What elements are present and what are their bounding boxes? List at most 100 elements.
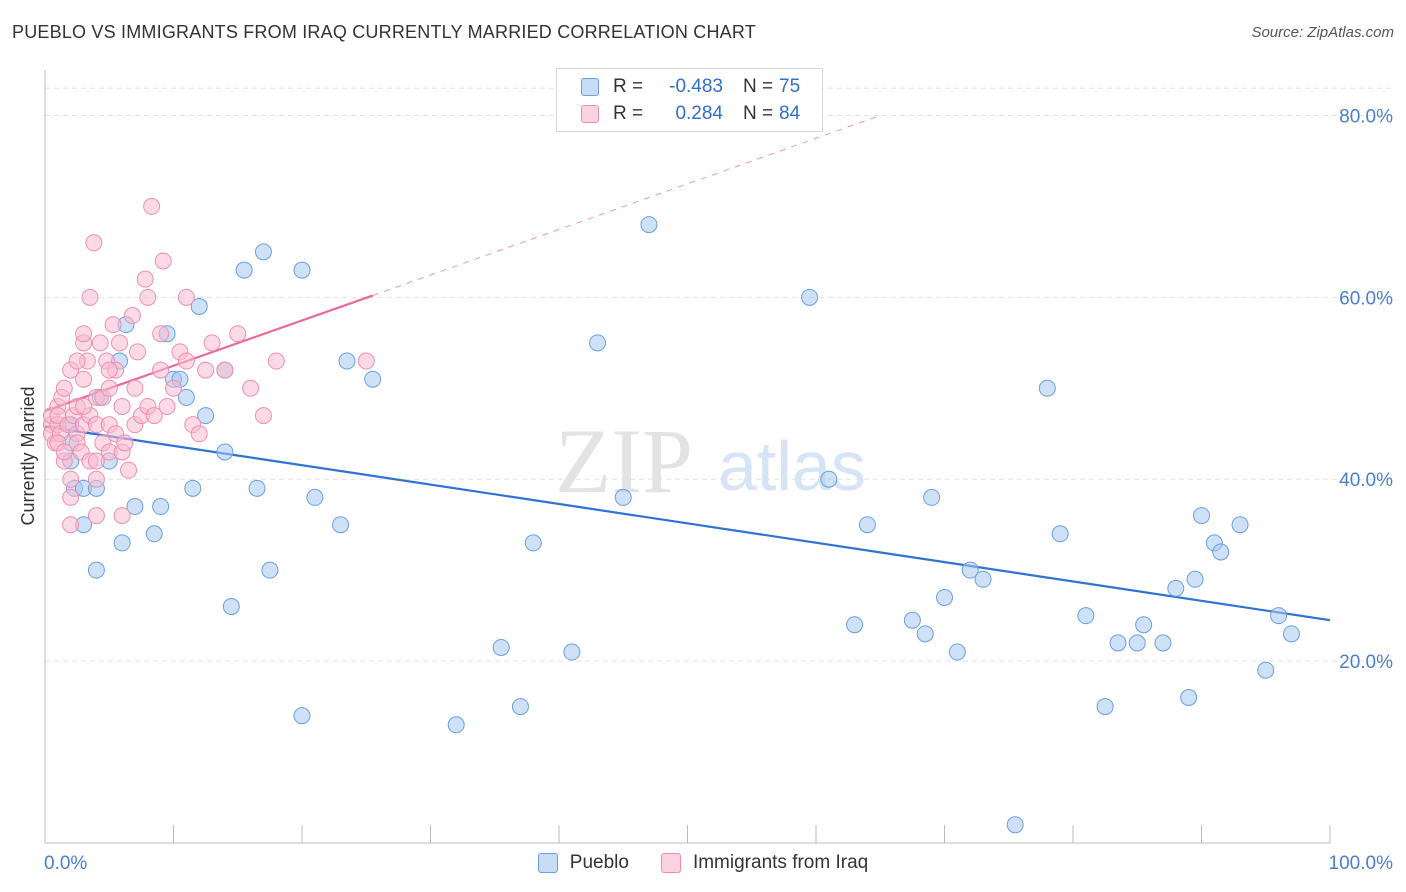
pueblo-point (235, 261, 253, 279)
iraq-point (139, 288, 157, 306)
pueblo-point (1212, 543, 1230, 561)
data-points (42, 197, 1300, 834)
pueblo-point (589, 334, 607, 352)
iraq-point (100, 361, 118, 379)
pueblo-point (923, 488, 941, 506)
pueblo-point (1282, 625, 1300, 643)
iraq-point (120, 461, 138, 479)
tick-labels: 20.0% 40.0% 60.0% 80.0% 0.0% 100.0% (44, 106, 1393, 874)
iraq-point (75, 370, 93, 388)
iraq-legend-swatch (660, 853, 681, 873)
pueblo-point (87, 561, 105, 579)
pueblo-point (145, 525, 163, 543)
pueblo-point (261, 561, 279, 579)
pueblo-point (974, 570, 992, 588)
iraq-point (113, 507, 131, 525)
axes (44, 70, 1331, 844)
iraq-point (267, 352, 285, 370)
y-tick-label: 40.0% (1339, 470, 1393, 491)
pueblo-point (222, 598, 240, 616)
iraq-point (126, 379, 144, 397)
pueblo-point (524, 534, 542, 552)
pueblo-point (1135, 616, 1153, 634)
pueblo-point (511, 698, 529, 716)
iraq-point (87, 452, 105, 470)
pueblo-point (293, 261, 311, 279)
y-tick-label: 80.0% (1339, 106, 1393, 127)
x-tick-label: 0.0% (44, 853, 87, 874)
pueblo-point (197, 407, 215, 425)
trendlines (44, 114, 1331, 622)
iraq-point (85, 234, 103, 252)
iraq-point (165, 379, 182, 397)
iraq-point (152, 361, 170, 379)
y-tick-label: 20.0% (1339, 652, 1393, 673)
iraq-point (68, 352, 86, 370)
pueblo-point (640, 216, 658, 234)
pueblo-point (152, 498, 170, 516)
pueblo-point (216, 443, 234, 461)
chart-title: PUEBLO VS IMMIGRANTS FROM IRAQ CURRENTLY… (12, 22, 756, 42)
legend-label-pueblo: Pueblo (569, 852, 629, 873)
iraq-point (357, 352, 375, 370)
pueblo-point (563, 643, 581, 661)
iraq-n-value: 84 (779, 103, 801, 124)
legend-label-iraq: Immigrants from Iraq (692, 852, 869, 873)
iraq-r-value: 0.284 (675, 103, 723, 124)
pueblo-point (903, 611, 921, 629)
pueblo-swatch (581, 78, 599, 96)
iraq-point (81, 288, 99, 306)
pueblo-point (961, 561, 979, 579)
pueblo-point (858, 516, 876, 534)
legend-item-iraq[interactable]: Immigrants from Iraq (660, 852, 869, 874)
stats-row-pueblo: R = -0.483 N = 75 (581, 74, 800, 100)
pueblo-r-value: -0.483 (669, 76, 723, 97)
iraq-point (158, 397, 176, 415)
pueblo-point (1038, 379, 1056, 397)
pueblo-point (254, 243, 272, 261)
pueblo-point (293, 707, 311, 725)
iraq-point (203, 334, 221, 352)
iraq-point (154, 252, 172, 270)
iraq-point (55, 379, 73, 397)
pueblo-point (1270, 607, 1288, 625)
iraq-point (177, 288, 195, 306)
pueblo-point (248, 479, 266, 497)
pueblo-point (447, 716, 465, 734)
pueblo-point (820, 470, 838, 488)
iraq-point (145, 407, 163, 425)
series-legend: Pueblo Immigrants from Iraq (0, 852, 1406, 874)
iraq-point (75, 325, 93, 343)
pueblo-point (1167, 579, 1185, 597)
iraq-point (116, 434, 134, 452)
iraq-point (123, 307, 141, 325)
iraq-point (190, 425, 208, 443)
iraq-point (87, 507, 105, 525)
iraq-point (75, 397, 93, 415)
pueblo-point (364, 370, 382, 388)
iraq-point (143, 197, 161, 215)
iraq-trendline-extension (372, 114, 881, 297)
legend-item-pueblo[interactable]: Pueblo (537, 852, 629, 874)
stats-legend: R = -0.483 N = 75 R = 0.284 N = 84 (556, 68, 823, 132)
r-label: R = (613, 103, 644, 124)
pueblo-point (1077, 607, 1095, 625)
r-label: R = (613, 76, 644, 97)
pueblo-point (916, 625, 934, 643)
iraq-point (177, 352, 195, 370)
iraq-point (254, 407, 272, 425)
iraq-point (62, 470, 80, 488)
iraq-point (104, 316, 122, 334)
pueblo-point (1186, 570, 1204, 588)
pueblo-legend-swatch (537, 853, 558, 873)
n-label: N = (743, 76, 774, 97)
pueblo-point (306, 488, 324, 506)
iraq-point (87, 470, 105, 488)
iraq-point (136, 270, 154, 288)
pueblo-point (492, 638, 510, 656)
pueblo-point (1180, 688, 1198, 706)
iraq-point (62, 488, 80, 506)
watermark: ZIP atlas (555, 410, 866, 512)
pueblo-point (1006, 816, 1024, 834)
pueblo-point (177, 388, 195, 406)
